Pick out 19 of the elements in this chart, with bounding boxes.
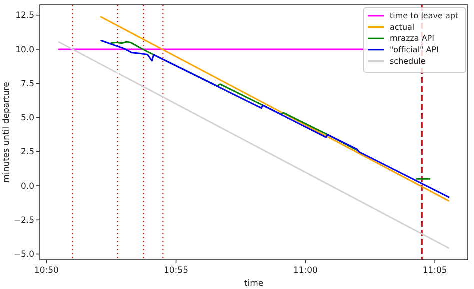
legend-label: mrazza API [390,34,434,44]
x-tick-label: 11:05 [422,266,448,276]
y-tick-label: 0.0 [20,182,34,192]
x-axis-title: time [244,279,264,289]
legend-label: "official" API [390,46,439,55]
y-tick-label: −5.0 [14,250,34,260]
legend-label: actual [390,22,415,32]
y-tick-label: 12.5 [16,11,34,22]
x-tick-label: 10:50 [34,266,59,276]
legend-label: time to leave apt [390,12,459,21]
y-tick-label: 10.0 [16,45,34,56]
y-tick-label: 5.0 [20,114,34,124]
x-tick-label: 10:55 [164,266,188,276]
x-tick-label: 11:00 [293,266,318,276]
y-tick-label: −2.5 [14,216,34,226]
y-tick-label: 2.5 [20,148,34,158]
y-axis-title: minutes until departure [2,82,12,183]
y-tick-label: 7.5 [20,79,34,90]
legend-label: schedule [390,56,426,66]
